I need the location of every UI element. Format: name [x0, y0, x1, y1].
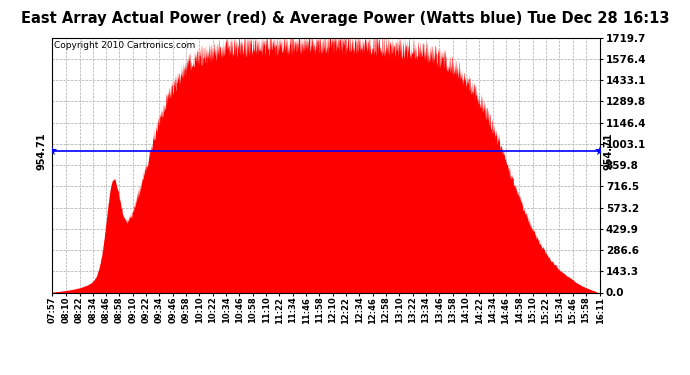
Text: 954.71: 954.71: [37, 132, 47, 170]
Text: Copyright 2010 Cartronics.com: Copyright 2010 Cartronics.com: [55, 41, 196, 50]
Text: East Array Actual Power (red) & Average Power (Watts blue) Tue Dec 28 16:13: East Array Actual Power (red) & Average …: [21, 11, 669, 26]
Text: 954.71: 954.71: [604, 132, 613, 170]
